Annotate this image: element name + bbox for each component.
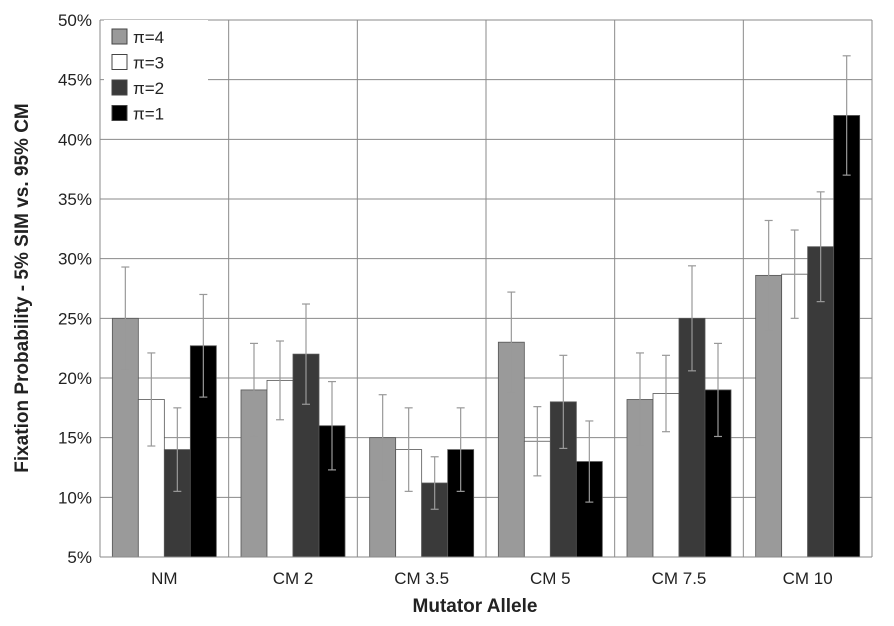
x-axis-title: Mutator Allele [413, 596, 538, 617]
x-tick-label: CM 2 [273, 569, 314, 588]
legend-label: π=2 [133, 79, 164, 98]
y-tick-label: 10% [58, 488, 92, 507]
legend: π=4 π=3 π=2 π=1 [104, 20, 208, 124]
legend-swatch [112, 29, 127, 44]
bar [834, 115, 860, 557]
legend-label: π=4 [133, 28, 164, 47]
x-tick-label: CM 10 [783, 569, 833, 588]
legend-swatch [112, 106, 127, 121]
y-tick-label: 5% [67, 548, 92, 567]
x-tick-label: CM 7.5 [652, 569, 707, 588]
y-tick-label: 15% [58, 429, 92, 448]
y-tick-label: 30% [58, 250, 92, 269]
x-tick-label: CM 3.5 [394, 569, 449, 588]
legend-swatch [112, 55, 127, 70]
legend-swatch [112, 80, 127, 95]
x-tick-label: CM 5 [530, 569, 571, 588]
legend-label: π=3 [133, 54, 164, 73]
y-tick-label: 40% [58, 130, 92, 149]
y-axis-ticks: 5% 10% 15% 20% 25% 30% 35% 40% 45% 50% [58, 11, 92, 567]
y-axis-title: Fixation Probability - 5% SIM vs. 95% CM [12, 103, 33, 473]
x-axis-ticks: NM CM 2 CM 3.5 CM 5 CM 7.5 CM 10 [151, 569, 833, 588]
legend-label: π=1 [133, 105, 164, 124]
y-tick-label: 50% [58, 11, 92, 30]
y-tick-label: 45% [58, 71, 92, 90]
y-tick-label: 20% [58, 369, 92, 388]
y-tick-label: 25% [58, 309, 92, 328]
y-tick-label: 35% [58, 190, 92, 209]
x-tick-label: NM [151, 569, 177, 588]
